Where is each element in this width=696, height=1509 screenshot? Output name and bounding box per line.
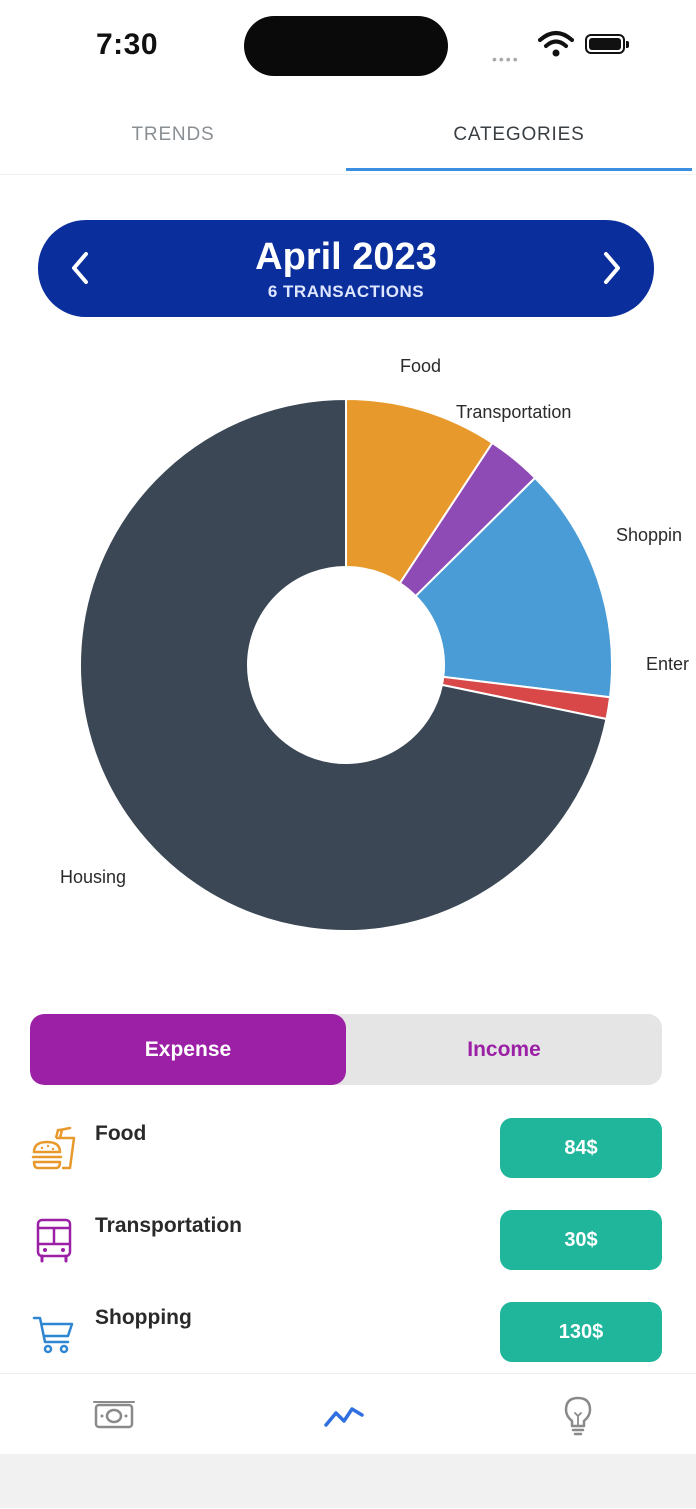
- expense-income-toggle: Income Expense: [30, 1014, 662, 1085]
- category-name: Shopping: [95, 1306, 192, 1329]
- expense-segment[interactable]: Expense: [30, 1014, 346, 1085]
- category-amount-badge: 30$: [500, 1210, 662, 1270]
- category-amount-badge: 130$: [500, 1302, 662, 1362]
- active-tab-indicator: [346, 168, 692, 171]
- top-tabs: TRENDS CATEGORIES: [0, 100, 696, 175]
- lightbulb-icon: [564, 1396, 592, 1436]
- food-icon: [31, 1126, 76, 1170]
- category-name: Transportation: [95, 1214, 243, 1237]
- dynamic-island: [244, 16, 448, 76]
- trend-icon: [324, 1407, 364, 1427]
- pie-label-transportation: Transportation: [456, 402, 571, 422]
- home-indicator-area: [0, 1454, 696, 1508]
- next-month-button[interactable]: [592, 244, 632, 292]
- pie-label-food: Food: [400, 356, 441, 376]
- pie-label-housing: Housing: [60, 867, 126, 887]
- wifi-icon: [538, 31, 574, 57]
- nav-tips[interactable]: [548, 1392, 608, 1438]
- tab-trends[interactable]: TRENDS: [131, 124, 215, 145]
- previous-month-button[interactable]: [60, 244, 100, 292]
- status-time: 7:30: [96, 28, 159, 61]
- month-selector: April 2023 6 TRANSACTIONS: [38, 220, 654, 317]
- money-icon: [93, 1401, 135, 1429]
- category-donut-chart: Food Transportation Shoppin Enter Housing: [0, 340, 696, 960]
- bus-icon: [36, 1218, 72, 1263]
- cellular-signal-icon: ••••: [492, 51, 520, 67]
- status-bar: 7:30 ••••: [0, 0, 696, 92]
- nav-statistics[interactable]: [314, 1392, 374, 1438]
- income-segment[interactable]: Income: [467, 1037, 541, 1061]
- nav-transactions[interactable]: [84, 1392, 144, 1438]
- donut-svg: Food Transportation Shoppin Enter Housing: [60, 356, 689, 932]
- category-amount-badge: 84$: [500, 1118, 662, 1178]
- transaction-count: 6 TRANSACTIONS: [267, 282, 425, 301]
- pie-label-shopping: Shoppin: [616, 525, 682, 545]
- category-row-transportation[interactable]: Transportation 30$: [0, 1210, 696, 1290]
- battery-icon: [585, 34, 629, 54]
- pie-slice-food[interactable]: [345, 397, 494, 585]
- pie-slice-housing[interactable]: [79, 397, 608, 932]
- category-row-shopping[interactable]: Shopping 130$: [0, 1302, 696, 1382]
- month-title: April 2023: [255, 236, 437, 278]
- tab-categories[interactable]: CATEGORIES: [453, 124, 585, 145]
- cart-icon: [32, 1316, 74, 1354]
- pie-label-entertainment: Enter: [646, 654, 689, 674]
- category-row-food[interactable]: Food 84$: [0, 1118, 696, 1198]
- pie-slice-shopping[interactable]: [414, 476, 613, 699]
- category-name: Food: [95, 1122, 147, 1145]
